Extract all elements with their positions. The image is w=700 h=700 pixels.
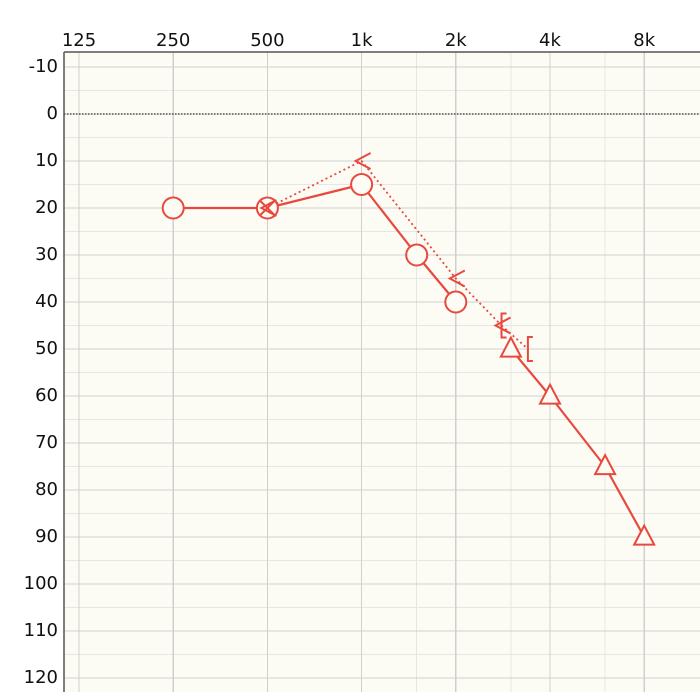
triangle-marker [538, 382, 562, 405]
bracket-marker [500, 312, 507, 339]
x-tick-label: 125 [62, 30, 96, 51]
y-tick-label: 110 [24, 620, 58, 641]
x-tick-label: 8k [633, 30, 655, 51]
circle-marker [444, 290, 468, 314]
minor-grid [64, 52, 700, 692]
triangle-marker [593, 452, 617, 476]
series-line-triangle [510, 348, 646, 538]
y-tick-label: 60 [35, 385, 58, 406]
y-tick-labels: -10 0 10 20 30 40 50 60 70 80 90 100 110 120 [24, 56, 58, 688]
series-markers [161, 152, 656, 546]
circle-marker [350, 173, 374, 196]
y-tick-label: 80 [35, 479, 58, 500]
y-tick-label: 120 [24, 667, 58, 688]
bracket-marker [526, 336, 533, 362]
series-line-less-than [266, 160, 503, 327]
major-grid [64, 52, 700, 692]
less-than-marker [447, 269, 466, 288]
x-tick-label: 250 [156, 30, 190, 51]
y-tick-label: 20 [35, 197, 58, 218]
less-than-marker [493, 316, 511, 335]
y-tick-label: 10 [35, 150, 58, 171]
x-tick-label: 4k [539, 30, 561, 51]
x-tick-labels: 125 250 500 1k 2k 4k 8k [62, 30, 656, 51]
less-than-marker [353, 152, 372, 170]
y-tick-label: -10 [29, 56, 58, 77]
triangle-marker [499, 335, 523, 358]
y-tick-label: 30 [35, 244, 58, 265]
y-tick-label: 0 [47, 103, 58, 124]
x-tick-label: 500 [250, 30, 284, 51]
y-tick-label: 100 [24, 573, 58, 594]
x-tick-label: 1k [351, 30, 373, 51]
x-tick-label: 2k [445, 30, 467, 51]
y-tick-label: 50 [35, 338, 58, 359]
y-tick-label: 70 [35, 432, 58, 453]
circle-marker [405, 243, 429, 267]
triangle-marker [632, 523, 656, 546]
series-line-bracket [500, 324, 529, 350]
axes [63, 51, 700, 692]
y-tick-label: 40 [35, 291, 58, 312]
cross-marker [259, 200, 276, 216]
y-tick-label: 90 [35, 526, 58, 547]
circle-marker [161, 196, 185, 220]
